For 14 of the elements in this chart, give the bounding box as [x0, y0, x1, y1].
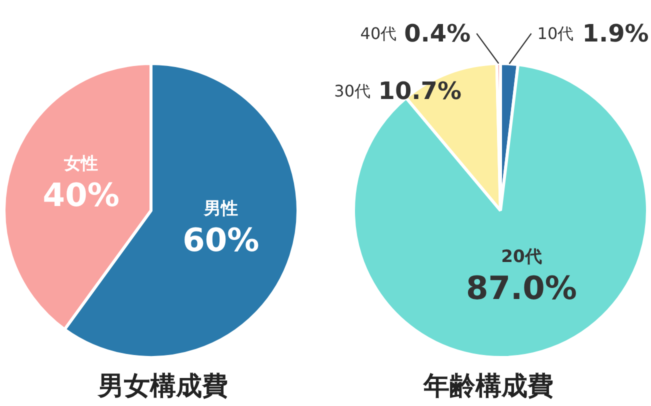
data-label: 40%	[42, 176, 120, 214]
data-label: 0.4%	[404, 20, 471, 48]
slice-label: 女性	[63, 154, 98, 174]
data-label: 1.9%	[582, 20, 649, 48]
text: 年齢構成費	[422, 372, 554, 402]
slice-label: 30代	[334, 81, 371, 100]
slice-label: 10代	[537, 24, 574, 43]
slice-label: 男性	[202, 199, 238, 220]
data-label: 87.0%	[466, 268, 577, 307]
data-label: 10.7%	[378, 76, 462, 105]
slice-label: 20代	[501, 246, 542, 267]
slice-label: 40代	[360, 24, 397, 43]
data-label: 60%	[182, 221, 260, 260]
text: 男女構成費	[97, 372, 228, 402]
